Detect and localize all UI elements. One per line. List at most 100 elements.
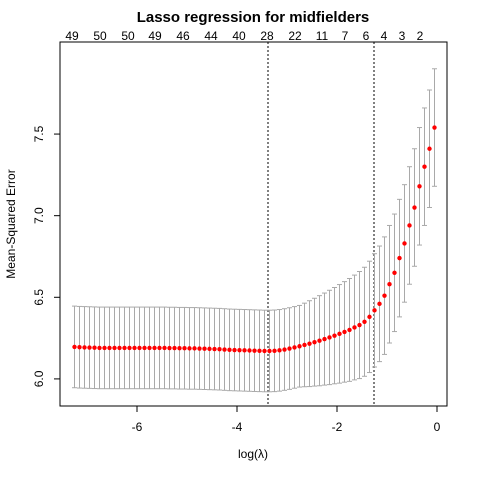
point [232,347,237,353]
point [422,164,427,169]
point [147,345,152,351]
top-tick-label: 50 [121,29,135,43]
point [127,345,132,351]
point [192,346,197,351]
point [427,146,432,151]
point [92,345,97,350]
point [292,345,297,350]
point [407,223,412,228]
point [242,348,247,353]
top-tick-label: 49 [65,29,79,43]
x-tick-label: -6 [132,420,143,434]
point [412,205,417,210]
x-tick-label: -2 [332,420,343,434]
point [107,345,112,351]
point [97,345,102,351]
point [72,344,77,350]
point [392,270,397,276]
point [332,333,337,338]
point [202,346,207,351]
y-axis-label: Mean-Squared Error [4,169,18,278]
point [337,331,342,337]
point [142,345,147,351]
point [237,347,242,353]
point [257,348,262,354]
point [132,345,137,351]
point [247,348,252,353]
y-tick-label: 7.5 [32,125,46,142]
point [287,346,292,351]
point [302,342,307,348]
top-tick-label: 11 [316,29,329,43]
point [172,345,177,351]
top-tick-label: 50 [93,29,107,43]
point [117,345,122,351]
top-tick-label: 7 [342,29,349,43]
point [432,125,437,130]
point [367,314,372,320]
point [402,241,407,246]
point [282,347,287,352]
point [312,339,317,345]
point [357,322,362,328]
top-tick-label: 40 [232,29,246,43]
point [122,345,127,351]
point [417,184,422,189]
x-tick-label: 0 [434,420,441,434]
point [267,348,272,354]
x-tick-label: -4 [232,420,243,434]
point [322,336,327,342]
point [352,325,357,330]
point [167,345,172,351]
point [387,282,392,287]
point [372,308,377,313]
x-axis-label: log(λ) [238,447,268,461]
point [382,293,387,298]
point [82,345,87,350]
top-tick-label: 6 [363,29,370,43]
top-tick-label: 4 [381,29,388,43]
point [162,345,167,351]
point [112,345,117,351]
point [102,345,107,351]
point [87,345,92,350]
point [252,348,257,353]
top-tick-label: 46 [176,29,190,43]
point [397,255,402,261]
y-tick-label: 6.0 [32,370,46,387]
top-tick-label: 2 [417,29,424,43]
point [177,346,182,351]
point [272,348,277,354]
point [377,301,382,307]
point [347,327,352,333]
top-tick-label: 3 [399,29,406,43]
top-tick-label: 22 [288,29,302,43]
point [317,338,322,343]
point [227,347,232,353]
plot-frame [59,41,448,407]
point [297,344,302,349]
point [212,346,217,352]
point [222,347,227,352]
point [327,335,332,340]
point [137,345,142,351]
point [152,345,157,351]
point [157,345,162,351]
top-tick-label: 49 [148,29,162,43]
point [307,341,312,346]
chart-title: Lasso regression for midfielders [137,9,370,26]
y-tick-label: 7.0 [32,207,46,224]
point [77,345,82,350]
point [342,329,347,335]
point [277,348,282,353]
point [182,346,187,351]
y-tick-label: 6.5 [32,289,46,306]
point [207,346,212,352]
top-tick-label: 44 [204,29,218,43]
point [362,319,367,324]
point [197,346,202,351]
point [262,348,267,354]
point [217,346,222,352]
point [187,346,192,351]
